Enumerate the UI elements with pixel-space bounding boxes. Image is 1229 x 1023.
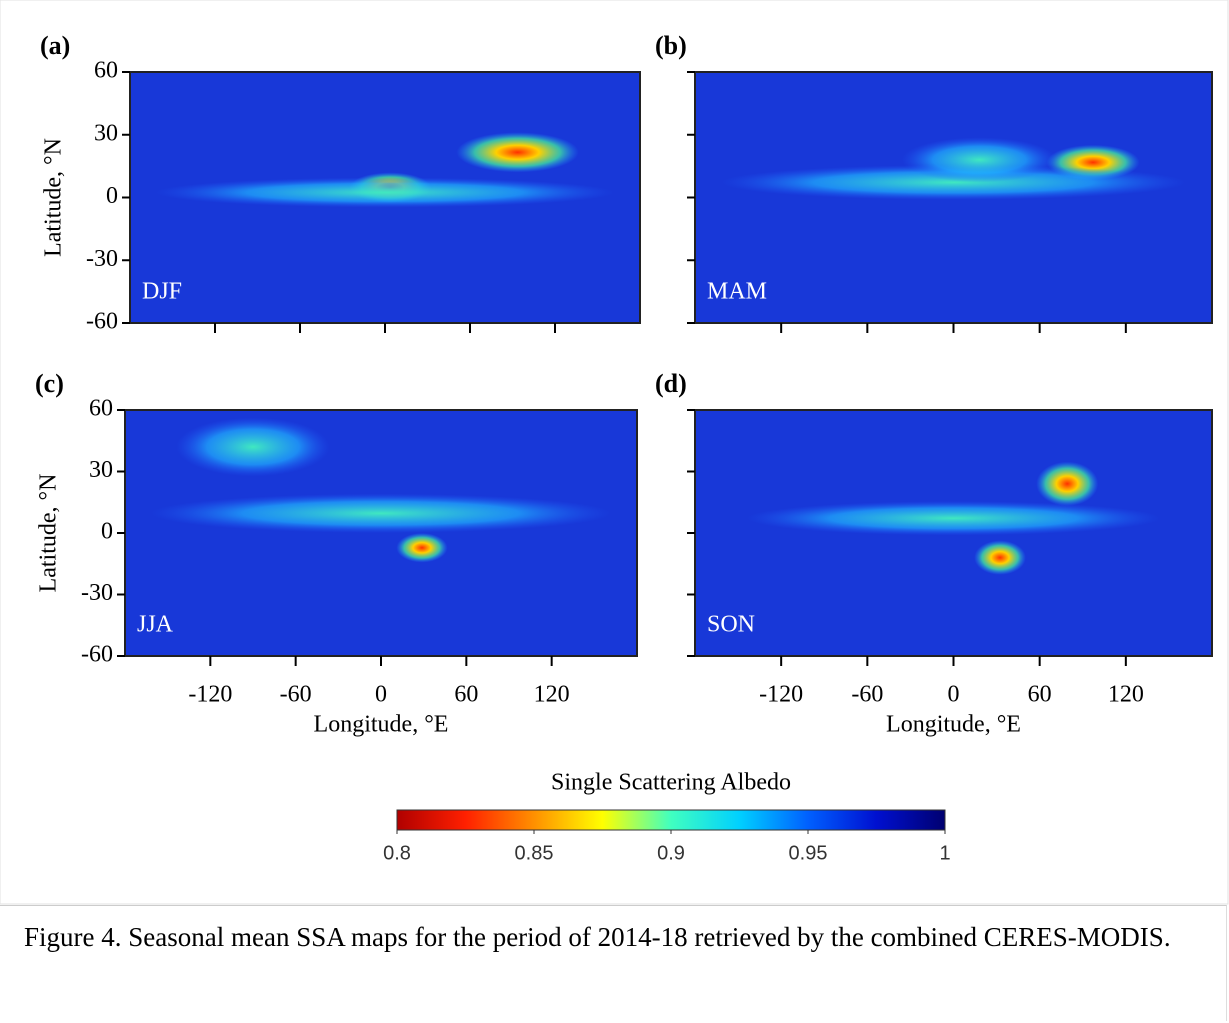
map-feature [1036,461,1099,506]
x-tick-label: -120 [759,682,803,708]
y-tick-label: -30 [86,246,118,272]
panel-label: (a) [40,31,70,60]
y-tick-label: 0 [101,519,113,545]
x-tick-label: -60 [851,682,883,708]
x-tick-label: -120 [188,682,232,708]
x-tick-label: 0 [948,682,960,708]
season-label: MAM [707,279,767,305]
x-axis-label: Longitude, °E [314,712,449,738]
map-feature [746,501,1161,536]
panel-label: (c) [35,369,64,398]
map-feature [176,417,330,477]
colorbar-tick-label: 0.95 [789,842,828,864]
colorbar-tick-label: 0.9 [657,842,685,864]
y-axis-label: Latitude, °N [36,474,62,593]
panel-label: (d) [655,369,687,398]
y-tick-label: 60 [94,58,118,84]
x-tick-label: 0 [375,682,387,708]
y-tick-label: -60 [81,642,113,668]
y-tick-label: 30 [94,120,118,146]
y-tick-label: 60 [89,396,113,422]
caption: Figure 4. Seasonal mean SSA maps for the… [0,905,1227,1021]
map-feature [901,137,1057,183]
figure-frame [0,0,1229,905]
season-label: SON [707,612,755,638]
colorbar-tick-label: 1 [939,842,950,864]
x-tick-label: 120 [534,682,570,708]
map-feature [456,132,579,173]
map-feature [720,164,1187,201]
colorbar [396,809,946,831]
season-label: JJA [137,612,174,638]
map-feature [150,493,612,533]
y-axis-label: Latitude, °N [41,138,67,257]
map-feature [155,177,615,208]
y-tick-label: -60 [86,309,118,335]
colorbar-tick-label: 0.85 [515,842,554,864]
map-feature [974,540,1026,575]
x-tick-label: 120 [1108,682,1144,708]
map-feature [396,533,448,563]
x-tick-label: -60 [280,682,312,708]
panel-label: (b) [655,31,687,60]
y-tick-label: -30 [81,580,113,606]
figure: (a) DJF 60 30 0 -30 -60 Latitude, °N (b) MAM (c) JJ… [0,0,1229,905]
x-axis-label: Longitude, °E [886,712,1021,738]
colorbar-tick-label: 0.8 [383,842,411,864]
x-tick-label: 60 [454,682,478,708]
colorbar-title: Single Scattering Albedo [551,770,791,796]
y-tick-label: 30 [89,457,113,483]
y-tick-label: 0 [106,183,118,209]
x-tick-label: 60 [1028,682,1052,708]
season-label: DJF [142,279,182,305]
